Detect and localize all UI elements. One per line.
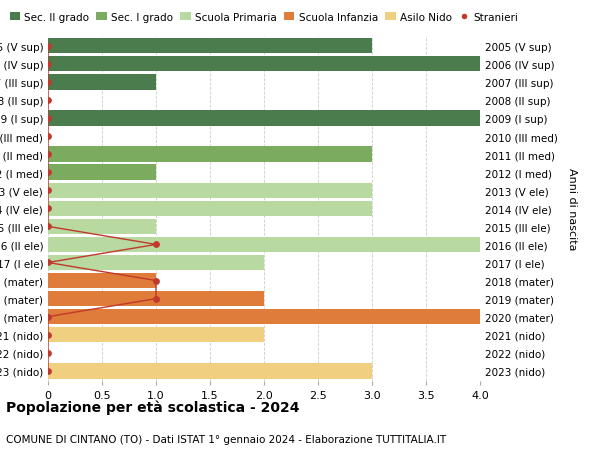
Point: [43, 115, 53, 123]
Bar: [48, 57, 480, 73]
Point: [43, 43, 53, 50]
Bar: [48, 219, 156, 235]
Bar: [48, 183, 372, 198]
Bar: [48, 147, 372, 162]
Bar: [48, 165, 156, 180]
Text: COMUNE DI CINTANO (TO) - Dati ISTAT 1° gennaio 2024 - Elaborazione TUTTITALIA.IT: COMUNE DI CINTANO (TO) - Dati ISTAT 1° g…: [6, 434, 446, 444]
Point: [43, 79, 53, 86]
Point: [43, 331, 53, 339]
Point: [43, 367, 53, 375]
Point: [43, 223, 53, 230]
Bar: [48, 111, 480, 126]
Text: Popolazione per età scolastica - 2024: Popolazione per età scolastica - 2024: [6, 399, 299, 414]
Bar: [48, 255, 264, 270]
Legend: Sec. II grado, Sec. I grado, Scuola Primaria, Scuola Infanzia, Asilo Nido, Stran: Sec. II grado, Sec. I grado, Scuola Prim…: [7, 11, 521, 25]
Point: [43, 97, 53, 104]
Bar: [48, 327, 264, 343]
Bar: [48, 364, 372, 379]
Point: [43, 205, 53, 213]
Bar: [48, 273, 156, 289]
Point: [43, 169, 53, 176]
Point: [151, 295, 161, 302]
Point: [43, 133, 53, 140]
Point: [43, 187, 53, 195]
Bar: [48, 75, 156, 90]
Point: [43, 313, 53, 321]
Bar: [48, 291, 264, 307]
Y-axis label: Anni di nascita: Anni di nascita: [567, 168, 577, 250]
Point: [151, 241, 161, 249]
Bar: [48, 237, 480, 252]
Point: [43, 151, 53, 158]
Bar: [48, 39, 372, 54]
Point: [43, 61, 53, 68]
Point: [151, 277, 161, 285]
Point: [43, 259, 53, 267]
Bar: [48, 309, 480, 325]
Bar: [48, 201, 372, 217]
Point: [43, 349, 53, 357]
